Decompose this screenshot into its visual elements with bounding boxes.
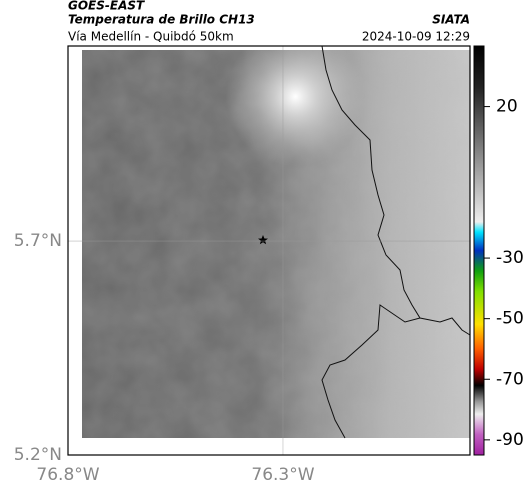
- colorbar: [473, 45, 485, 456]
- colorbar-tick-label: 20: [496, 97, 518, 117]
- title: Temperatura de Brillo CH13: [68, 13, 255, 27]
- source: GOES-EAST: [68, 0, 145, 13]
- colorbar-tick-label: -90: [496, 430, 524, 450]
- route: Vía Medellín - Quibdó 50km: [68, 30, 234, 44]
- location-marker: [258, 235, 268, 245]
- satellite-image: [82, 50, 470, 438]
- y-tick-label: 5.2°N: [14, 445, 62, 465]
- x-tick-label: 76.8°W: [36, 465, 99, 485]
- border: [321, 45, 471, 439]
- y-tick-label: 5.7°N: [14, 231, 62, 251]
- timestamp: 2024-10-09 12:29: [362, 30, 470, 44]
- map-frame: [67, 45, 471, 456]
- colorbar-tick-label: -30: [496, 248, 524, 268]
- x-tick-label: 76.3°W: [251, 465, 314, 485]
- colorbar-tick-label: -70: [496, 369, 524, 389]
- colorbar-tick-label: -50: [496, 309, 524, 329]
- org: SIATA: [432, 13, 470, 27]
